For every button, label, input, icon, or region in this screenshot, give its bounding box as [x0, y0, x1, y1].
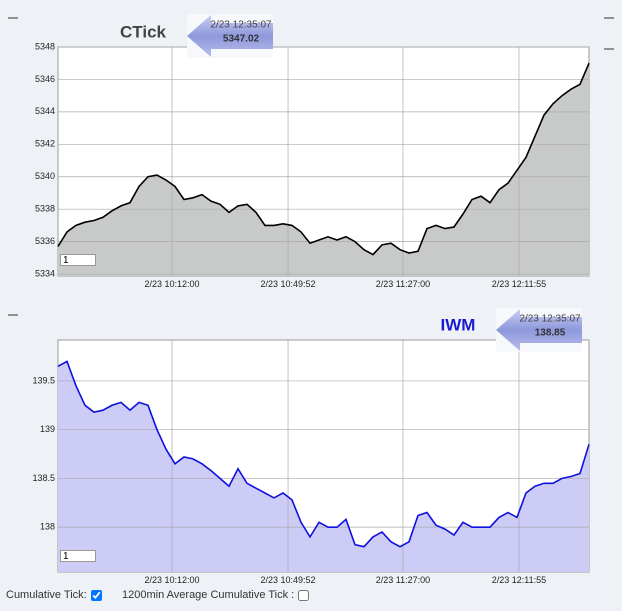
callout-time: 2/23 12:35:07 — [519, 314, 581, 325]
control-label: Cumulative Tick: — [6, 589, 87, 601]
x-tick-label: 2/23 10:49:52 — [260, 279, 316, 289]
chart-title: CTick — [120, 22, 167, 41]
x-tick-label: 2/23 10:12:00 — [144, 279, 200, 289]
range-input[interactable] — [60, 254, 96, 266]
control: 1200min Average Cumulative Tick : — [122, 589, 310, 601]
y-tick-label: 139 — [40, 424, 55, 434]
line — [57, 62, 590, 256]
y-tick-label: 5342 — [35, 139, 55, 149]
y-tick-label: 5344 — [35, 106, 55, 116]
y-tick-label: 138.5 — [32, 473, 55, 483]
x-tick-label: 2/23 11:27:00 — [375, 575, 431, 585]
checkbox[interactable] — [298, 589, 310, 601]
x-tick-label: 2/23 12:11:55 — [491, 575, 547, 585]
x-tick-label: 2/23 11:27:00 — [375, 279, 431, 289]
x-tick-label: 2/23 10:49:52 — [260, 575, 316, 585]
x-tick-label: 2/23 12:11:55 — [491, 279, 547, 289]
range-input[interactable] — [60, 550, 96, 562]
checkbox[interactable] — [90, 589, 102, 601]
area — [58, 63, 589, 277]
callout-arrow — [496, 309, 582, 351]
chart-title: IWM — [441, 315, 476, 334]
y-tick-label: 5338 — [35, 204, 55, 214]
line — [57, 360, 590, 548]
y-tick-label: 5346 — [35, 74, 55, 84]
y-tick-label: 5340 — [35, 171, 55, 181]
y-tick-label: 5336 — [35, 236, 55, 246]
control-label: 1200min Average Cumulative Tick : — [122, 589, 295, 601]
y-tick-label: 5348 — [35, 41, 55, 51]
y-tick-label: 139.5 — [32, 375, 55, 385]
x-tick-label: 2/23 10:12:00 — [144, 575, 200, 585]
callout-arrow — [187, 15, 273, 57]
control: Cumulative Tick: — [6, 589, 102, 601]
callout-value: 5347.02 — [223, 34, 260, 45]
y-tick-label: 5334 — [35, 268, 55, 278]
y-tick-label: 138 — [40, 522, 55, 532]
callout-value: 138.85 — [535, 328, 566, 339]
callout-time: 2/23 12:35:07 — [210, 20, 272, 31]
area — [58, 361, 589, 572]
